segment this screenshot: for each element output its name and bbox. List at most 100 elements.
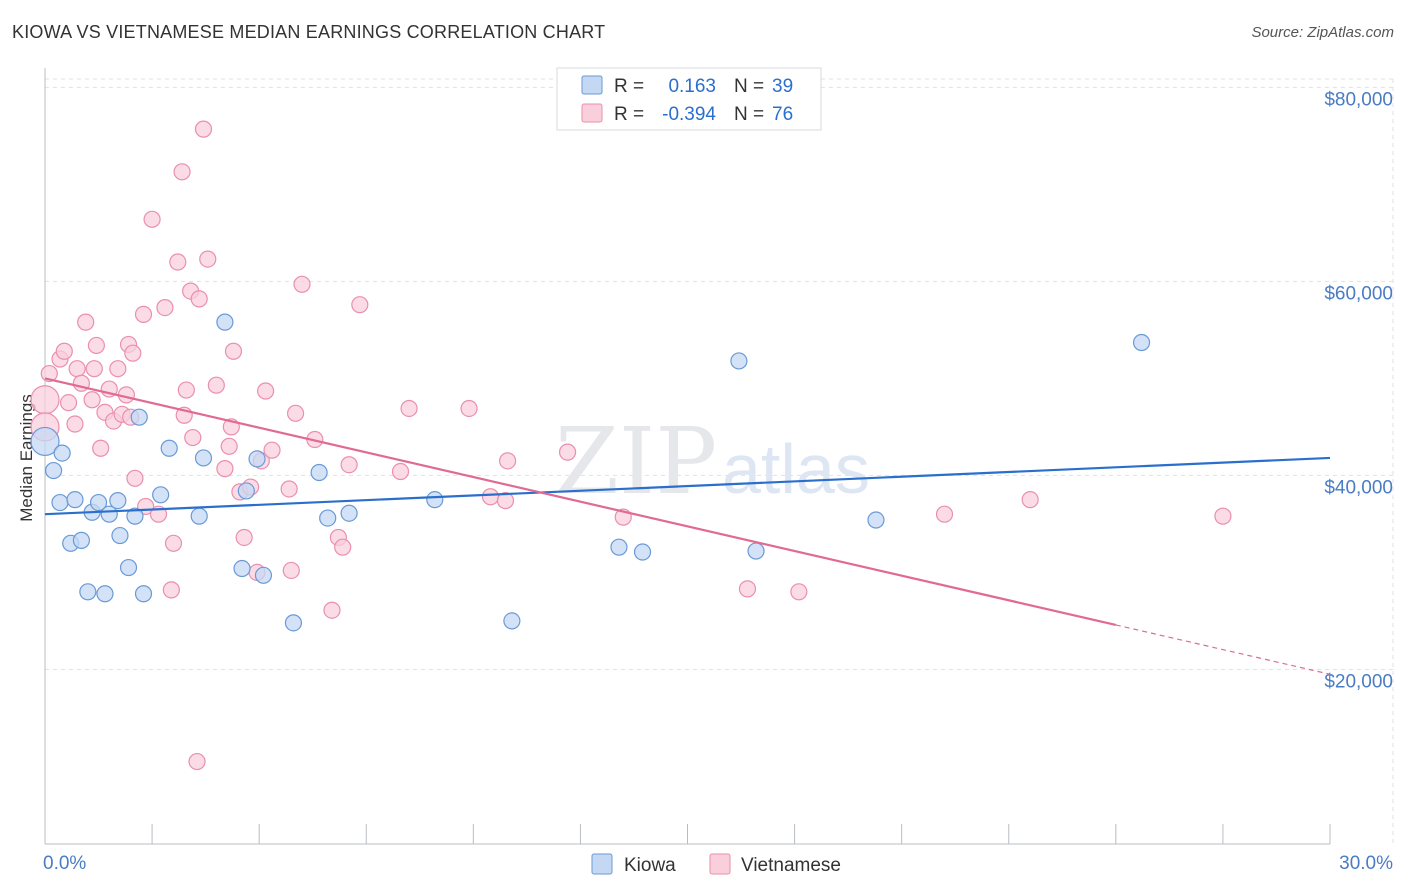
vietnamese-point-61: [340, 456, 358, 474]
vietnamese-point-23: [126, 469, 144, 487]
kiowa-point-26: [254, 566, 273, 584]
kiowa-point-30: [340, 504, 358, 522]
vietnamese-point-42: [216, 460, 234, 478]
kiowa-point-0: [30, 426, 60, 457]
vietnamese-point-37: [188, 752, 206, 771]
vietnamese-point-69: [558, 443, 577, 461]
legend-viet-n-value: 76: [772, 104, 793, 125]
legend-kiowa-swatch: [581, 75, 603, 95]
vietnamese-point-58: [323, 601, 341, 619]
vietnamese-point-63: [391, 462, 410, 481]
kiowa-point-22: [216, 313, 234, 331]
trend-lines: [44, 377, 1331, 675]
kiowa-point-32: [503, 612, 521, 630]
kiowa-point-24: [237, 482, 255, 500]
x-axis-ticks: [44, 824, 1331, 844]
y-axis-tick-labels: $20,000 $40,000 $60,000 $80,000: [1324, 89, 1393, 692]
y-tick-label-1: $40,000: [1324, 477, 1393, 498]
vietnamese-point-54: [282, 561, 300, 580]
kiowa-point-21: [194, 449, 213, 467]
vietnamese-point-67: [496, 492, 515, 510]
watermark-zip: ZIP: [555, 408, 717, 515]
vietnamese-point-75: [1214, 507, 1232, 525]
kiowa-point-25: [248, 450, 266, 468]
kiowa-point-12: [109, 492, 127, 510]
legend-kiowa-label: Kiowa: [624, 855, 676, 876]
kiowa-point-15: [126, 507, 144, 525]
vietnamese-point-47: [235, 528, 253, 547]
legend-viet-label: Vietnamese: [741, 855, 841, 876]
vietnamese-point-17: [109, 360, 127, 378]
vietnamese-trend-line: [44, 377, 1117, 627]
vietnamese-point-34: [177, 381, 195, 399]
vietnamese-point-13: [92, 439, 110, 457]
watermark: ZIP atlas: [555, 408, 870, 515]
y-tick-label-3: $80,000: [1324, 89, 1393, 110]
vietnamese-point-74: [1021, 491, 1039, 509]
vietnamese-point-28: [156, 298, 174, 317]
kiowa-point-23: [233, 559, 251, 578]
watermark-atlas: atlas: [722, 430, 870, 508]
vietnamese-point-39: [194, 120, 213, 138]
vietnamese-point-64: [400, 399, 418, 418]
vietnamese-point-0: [30, 385, 60, 415]
kiowa-point-16: [130, 408, 148, 426]
vietnamese-point-12: [87, 336, 106, 355]
kiowa-point-34: [633, 543, 652, 561]
kiowa-point-33: [610, 538, 628, 556]
kiowa-point-36: [747, 542, 765, 560]
vietnamese-point-4: [55, 342, 73, 360]
legend-viet-n-label: N =: [734, 104, 764, 125]
y-tick-label-0: $20,000: [1324, 671, 1393, 692]
series-legend: Kiowa Vietnamese: [591, 853, 841, 876]
x-tick-label-max: 30.0%: [1339, 853, 1393, 874]
vietnamese-point-73: [935, 505, 954, 523]
legend-viet-marker: [709, 853, 731, 875]
correlation-legend: R = 0.163 N = 39 R = -0.394 N = 76: [556, 67, 822, 131]
kiowa-point-6: [72, 531, 91, 549]
vietnamese-point-36: [184, 428, 202, 447]
kiowa-point-20: [190, 507, 208, 525]
kiowa-point-18: [152, 486, 170, 504]
kiowa-point-5: [66, 491, 84, 509]
source-credit: Source: ZipAtlas.com: [1251, 24, 1394, 41]
vietnamese-point-60: [334, 538, 352, 556]
vietnamese-point-26: [143, 210, 161, 228]
kiowa-point-3: [51, 493, 69, 512]
vietnamese-point-38: [190, 290, 208, 308]
kiowa-point-17: [134, 585, 153, 603]
vietnamese-point-51: [256, 382, 275, 400]
kiowa-point-29: [319, 509, 337, 527]
vietnamese-point-45: [224, 342, 243, 360]
kiowa-point-13: [111, 526, 129, 545]
vietnamese-point-31: [169, 253, 187, 271]
legend-kiowa-marker: [591, 853, 613, 875]
vietnamese-point-29: [162, 581, 180, 599]
kiowa-point-9: [89, 493, 108, 512]
vietnamese-point-22: [124, 344, 142, 362]
vietnamese-point-24: [134, 305, 153, 323]
vietnamese-point-53: [280, 480, 298, 498]
kiowa-point-7: [79, 583, 97, 601]
kiowa-points: [30, 313, 1151, 632]
vietnamese-point-10: [83, 391, 101, 409]
chart-title: KIOWA VS VIETNAMESE MEDIAN EARNINGS CORR…: [12, 22, 606, 42]
kiowa-point-14: [119, 558, 138, 577]
x-tick-label-min: 0.0%: [43, 853, 86, 874]
kiowa-point-2: [53, 444, 71, 462]
y-axis-label: Median Earnings: [17, 394, 36, 522]
vietnamese-point-71: [738, 580, 757, 598]
vietnamese-point-62: [351, 296, 369, 314]
vietnamese-point-55: [286, 404, 305, 422]
kiowa-point-35: [730, 352, 748, 370]
kiowa-point-10: [96, 585, 114, 603]
vietnamese-point-56: [293, 275, 311, 293]
legend-viet-swatch: [581, 103, 603, 123]
kiowa-point-28: [310, 463, 328, 482]
legend-kiowa-r-label: R =: [614, 76, 644, 97]
vietnamese-point-11: [85, 360, 103, 378]
vietnamese-point-7: [68, 360, 86, 378]
vietnamese-point-65: [460, 399, 478, 418]
vietnamese-point-5: [59, 394, 78, 412]
vietnamese-point-32: [173, 163, 191, 181]
